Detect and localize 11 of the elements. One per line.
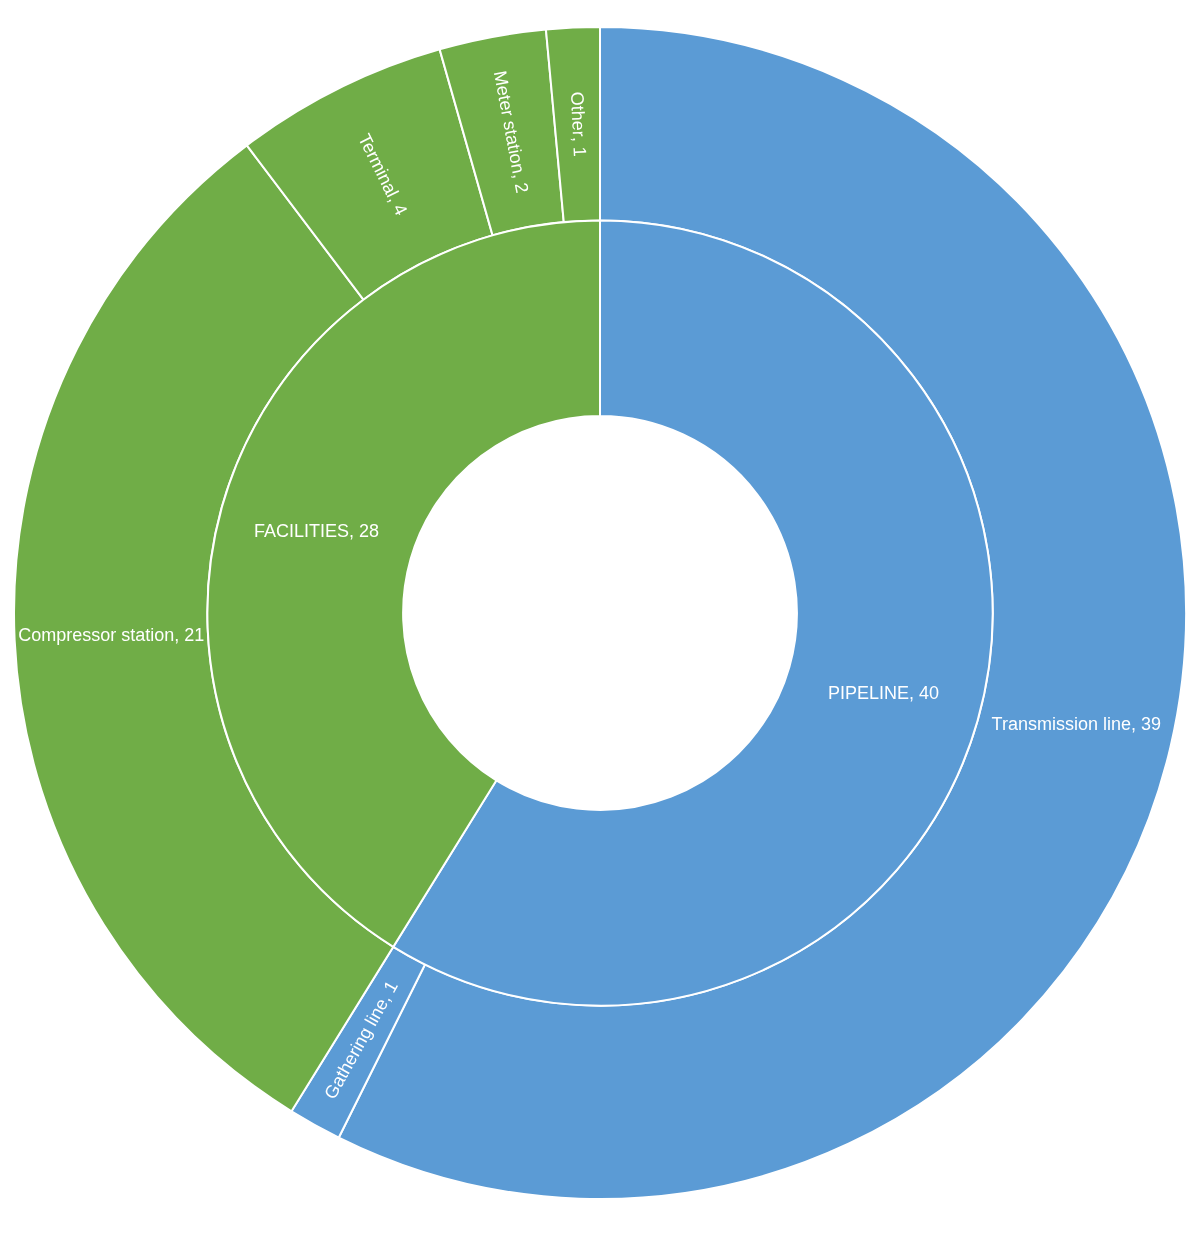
data-label: , 1 — [568, 136, 590, 158]
slice-label: PIPELINE — [827, 682, 910, 703]
slice-label: Meter station — [489, 69, 529, 175]
slice-label: Compressor station — [18, 624, 175, 645]
slice-label: FACILITIES — [253, 521, 349, 542]
data-label: , 21 — [174, 624, 205, 645]
slice-label: Transmission line — [991, 714, 1131, 735]
data-label: , 40 — [909, 682, 940, 703]
slice-label: Other — [566, 91, 589, 138]
data-label: , 28 — [348, 521, 380, 542]
data-label: , 39 — [1130, 714, 1162, 735]
